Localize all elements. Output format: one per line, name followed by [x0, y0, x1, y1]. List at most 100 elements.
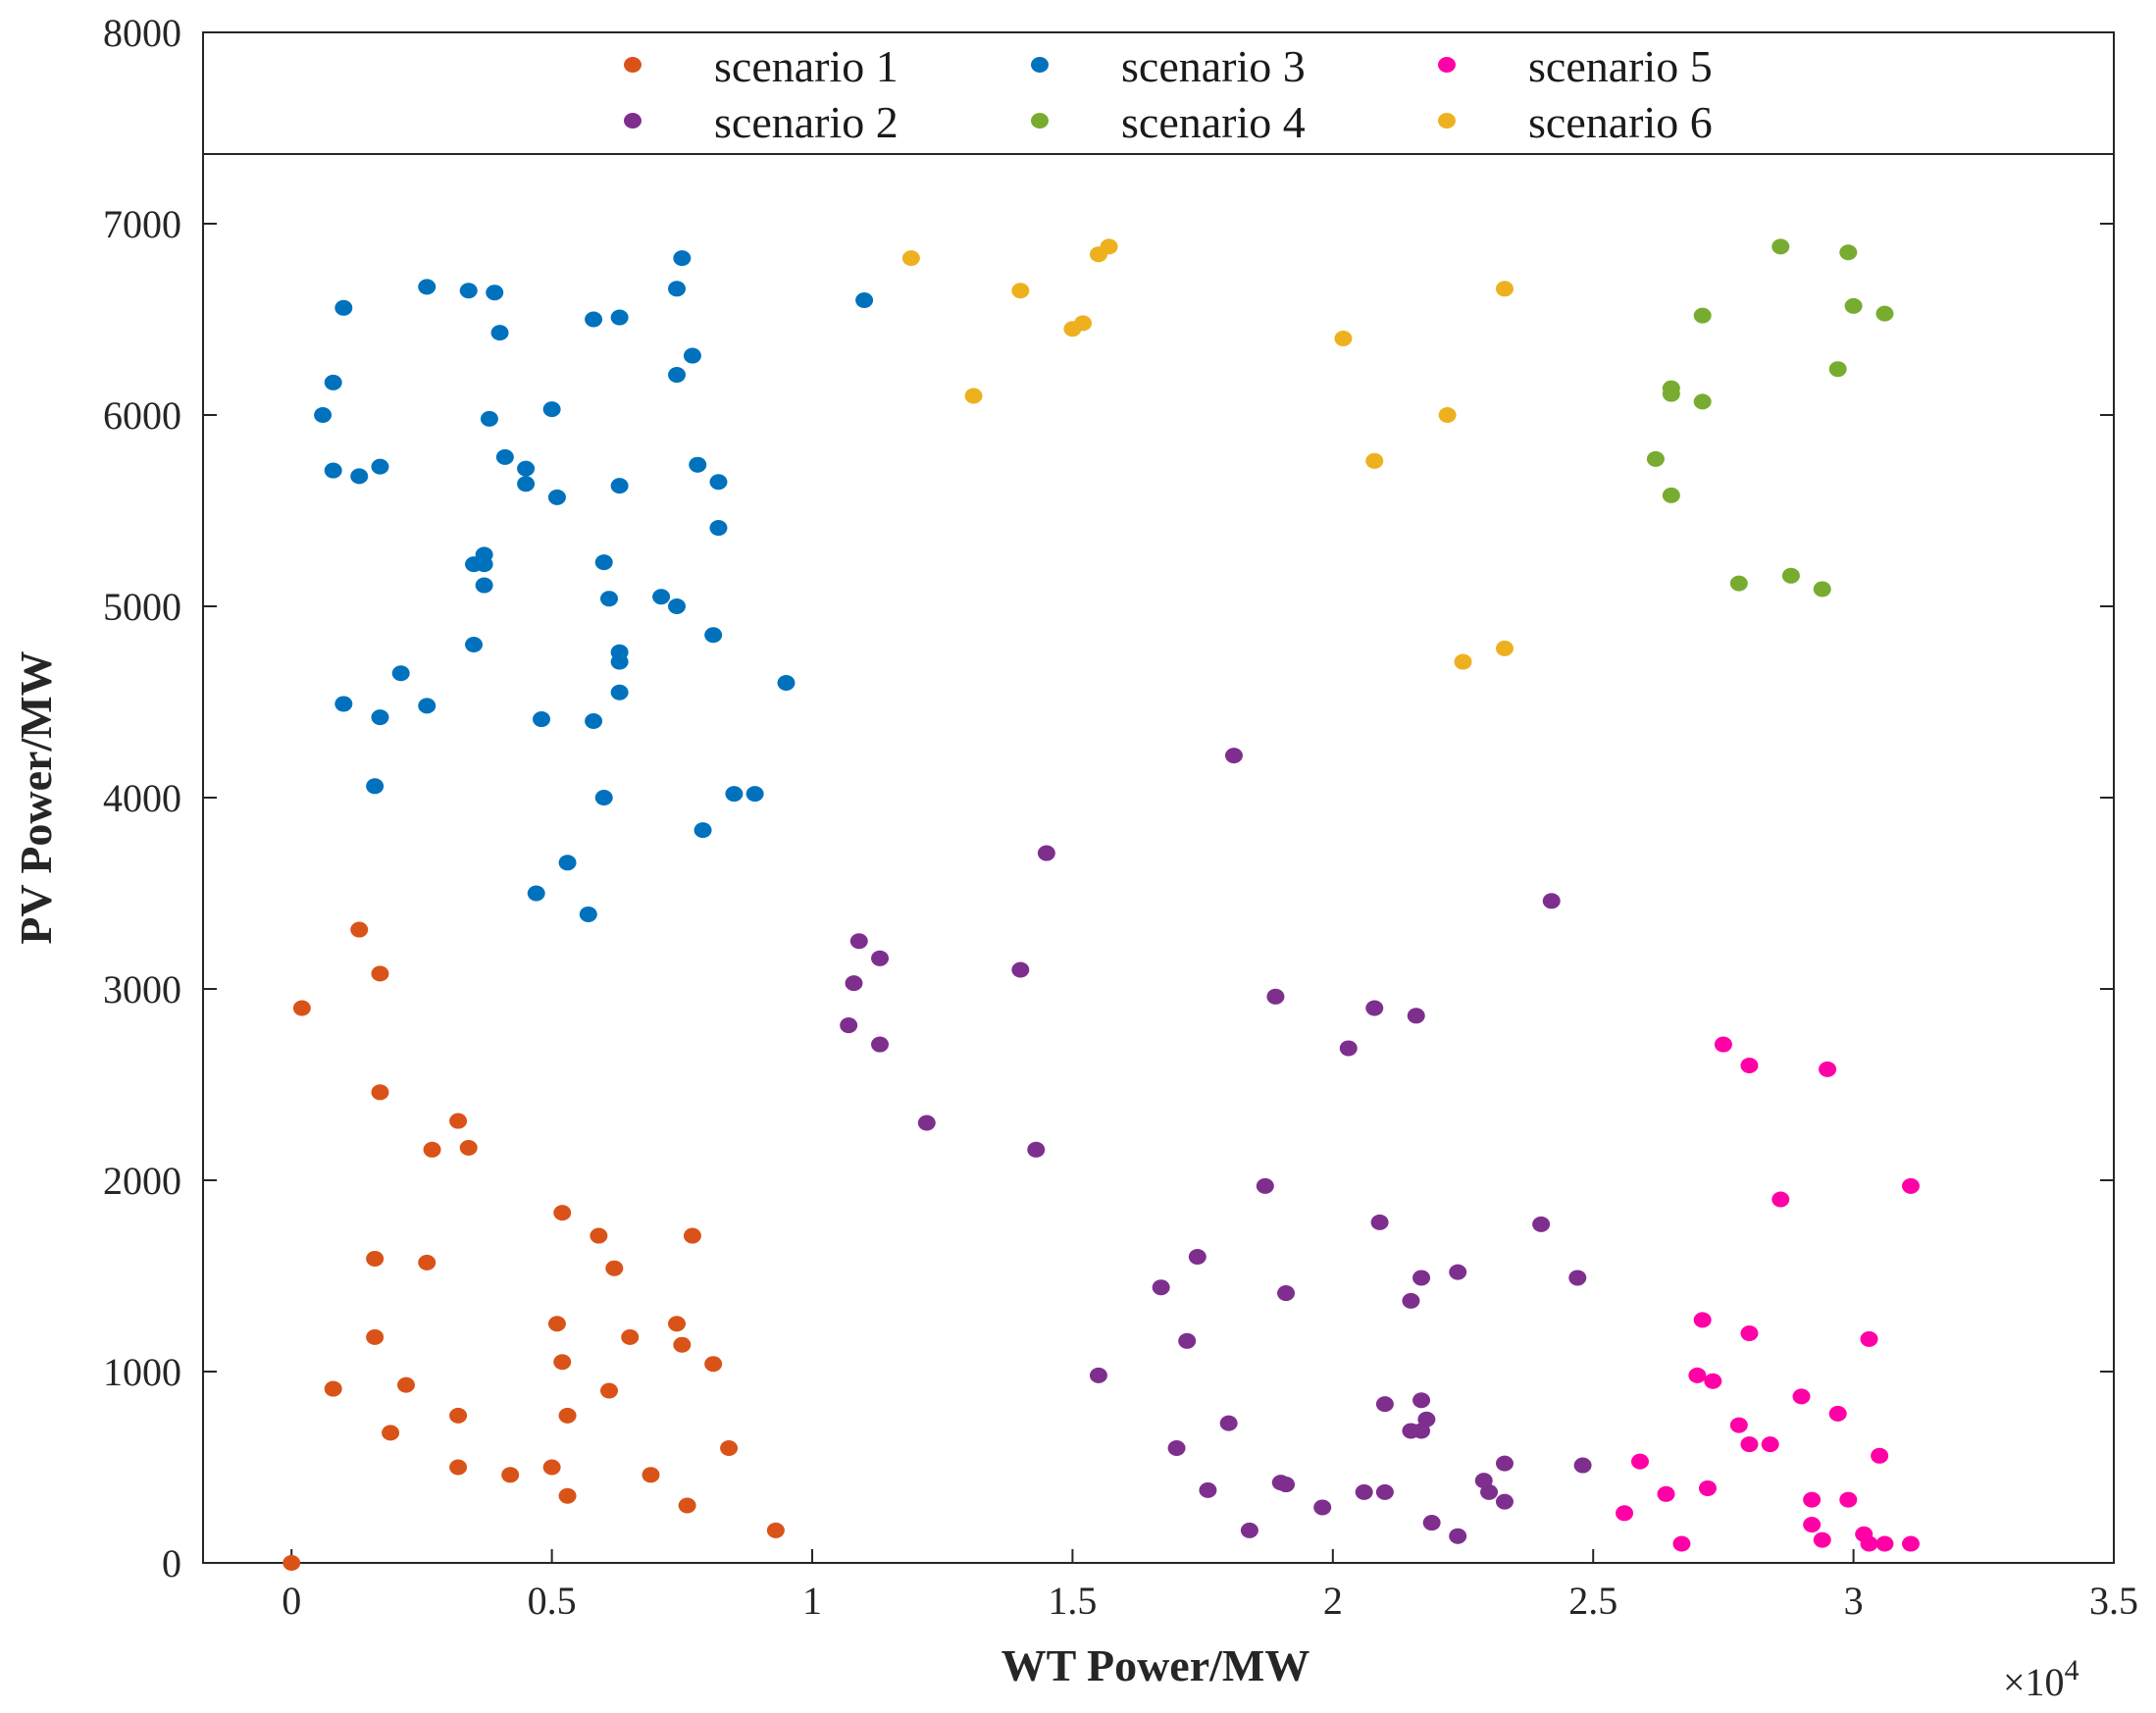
y-tick-label: 0 [162, 1541, 181, 1585]
data-point [533, 711, 551, 728]
data-point [1901, 1535, 1920, 1552]
data-point [1277, 1477, 1296, 1493]
data-point [1407, 1008, 1425, 1024]
data-point [1074, 315, 1093, 332]
data-point [594, 554, 613, 571]
data-point [459, 1139, 478, 1156]
data-point [1100, 238, 1118, 255]
data-point [621, 1328, 640, 1345]
data-point [495, 448, 514, 465]
data-point [709, 474, 728, 491]
data-point [1402, 1423, 1420, 1439]
series-scenario-5 [1616, 1036, 1920, 1552]
data-point [1438, 407, 1457, 423]
data-point [314, 407, 333, 423]
x-tick-label: 1 [802, 1579, 822, 1623]
data-point [704, 1356, 723, 1373]
data-point [1771, 238, 1790, 255]
data-point [547, 1316, 566, 1332]
data-point [397, 1376, 416, 1393]
data-point [1657, 1485, 1675, 1502]
data-point [517, 476, 536, 493]
data-point [282, 1555, 301, 1571]
data-point [517, 460, 536, 477]
data-point [1422, 1515, 1441, 1531]
legend-item: scenario 5 [1438, 41, 1713, 91]
data-point [777, 675, 796, 691]
data-point [1495, 640, 1514, 656]
y-axis-title: PV Power/MW [11, 650, 61, 944]
legend-item: scenario 2 [624, 97, 898, 147]
data-point [465, 637, 484, 652]
data-point [1672, 1535, 1691, 1552]
data-point [501, 1467, 520, 1483]
data-point [1839, 244, 1858, 261]
data-point [382, 1425, 400, 1441]
data-point [668, 1316, 687, 1332]
data-point [1152, 1279, 1170, 1296]
y-tick-label: 2000 [103, 1159, 181, 1203]
legend-box [202, 31, 2115, 155]
data-point [766, 1522, 785, 1538]
data-point [371, 1084, 389, 1101]
series-scenario-2 [840, 748, 1592, 1544]
data-point [840, 1017, 858, 1034]
data-point [1646, 450, 1665, 467]
data-point [449, 1459, 468, 1476]
data-point [350, 921, 369, 938]
data-point [745, 786, 764, 803]
y-tick-label: 6000 [103, 393, 181, 438]
data-point [1532, 1216, 1551, 1232]
data-point [1839, 1491, 1858, 1508]
data-point [1199, 1481, 1217, 1498]
data-point [1365, 1000, 1384, 1016]
data-point [366, 778, 385, 795]
legend-label: scenario 1 [714, 41, 898, 91]
data-point [1698, 1479, 1717, 1496]
data-point [1616, 1505, 1634, 1522]
data-point [678, 1497, 696, 1514]
legend-label: scenario 4 [1121, 97, 1306, 147]
y-tick-label: 4000 [103, 776, 181, 820]
data-point [725, 786, 744, 803]
legend-item: scenario 4 [1031, 97, 1306, 147]
data-point [480, 410, 498, 427]
series-scenario-6 [901, 238, 1514, 670]
data-point [1693, 1312, 1712, 1328]
x-axis-title: WT Power/MW [1001, 1640, 1310, 1690]
data-point [964, 388, 983, 404]
legend-label: scenario 6 [1528, 97, 1713, 147]
data-point [605, 1260, 624, 1276]
data-point [1339, 1040, 1358, 1057]
data-point [527, 885, 545, 902]
data-point [1449, 1528, 1467, 1544]
data-point [475, 577, 493, 594]
x-scale-prefix: ×10 [2003, 1660, 2065, 1704]
data-point [1313, 1499, 1332, 1516]
data-point [1167, 1440, 1186, 1456]
data-point [1761, 1436, 1779, 1453]
data-point [1188, 1249, 1206, 1265]
data-point [652, 589, 671, 605]
data-point [1355, 1483, 1373, 1500]
data-point [585, 311, 603, 328]
data-point [1844, 297, 1863, 314]
data-point [1871, 1447, 1889, 1464]
data-point [1375, 1483, 1394, 1500]
data-point [1662, 487, 1680, 503]
data-point [1875, 305, 1894, 322]
data-point [668, 598, 687, 614]
data-point [542, 401, 561, 418]
x-tick-label: 0.5 [528, 1579, 577, 1623]
data-point [459, 283, 478, 299]
data-point [553, 1354, 572, 1371]
data-point [855, 292, 874, 308]
data-point [1224, 748, 1243, 764]
data-point [1417, 1411, 1436, 1428]
data-point [547, 489, 566, 505]
data-point [1402, 1292, 1420, 1309]
data-point [1568, 1270, 1587, 1286]
data-point [1027, 1141, 1046, 1158]
data-point [709, 520, 728, 537]
